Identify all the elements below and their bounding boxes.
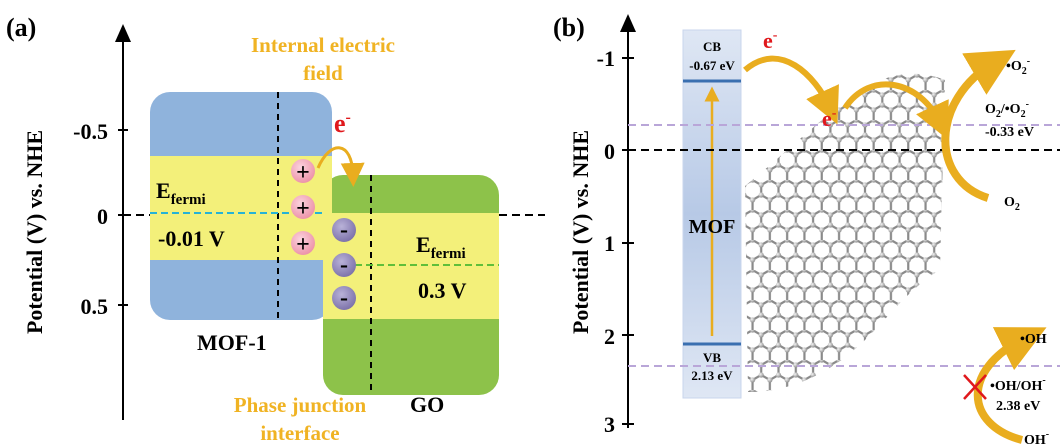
- junction-label-line1: Phase junction: [234, 393, 367, 417]
- electron-label-sheet: e-: [822, 106, 837, 131]
- tick-label: 2: [604, 324, 615, 349]
- graphene-sheet: [745, 73, 945, 392]
- tick-label: -0.5: [73, 119, 108, 144]
- o2-reactant-label: O2: [1004, 195, 1020, 213]
- panel-b-y-axis-label: Potential (V) vs. NHE: [568, 130, 593, 334]
- negative-charge: [332, 218, 356, 242]
- tick-label: 0: [97, 204, 108, 229]
- mof-fermi-label: Efermi: [156, 178, 206, 208]
- tick-label: 1: [604, 231, 615, 256]
- cb-label: CB: [703, 39, 721, 54]
- tick-label: 3: [604, 412, 615, 437]
- vb-value: 2.13 eV: [691, 368, 733, 383]
- tick-label: 0.5: [81, 294, 109, 319]
- oh-reactant-label: OH-: [1024, 429, 1049, 448]
- oh-oxidation-arrow: [973, 327, 1047, 444]
- minus-sign: -: [340, 217, 348, 243]
- panel-a-y-axis-label: Potential (V) vs. NHE: [22, 130, 47, 334]
- go-name: GO: [410, 392, 444, 417]
- electron-transfer-arrow-1: [743, 55, 839, 125]
- go-fermi-value: 0.3 V: [418, 278, 467, 303]
- panel-b-label: (b): [553, 13, 585, 42]
- field-label-line2: field: [303, 61, 343, 85]
- o2-radical-label: •O2-: [1006, 56, 1030, 77]
- oh-couple-label: •OH/OH-: [990, 375, 1046, 394]
- cb-value: -0.67 eV: [689, 58, 735, 73]
- panel-a-label: (a): [6, 13, 36, 42]
- plus-sign: +: [296, 160, 310, 186]
- electron-label-cb: e-: [763, 28, 778, 53]
- mof-label: MOF: [689, 216, 736, 238]
- tick-label: 0: [604, 139, 615, 164]
- o2-reduction-arrow: [941, 49, 1016, 202]
- junction-label-line2: interface: [260, 421, 339, 445]
- positive-charge: [291, 159, 315, 183]
- negative-charges: - - -: [332, 217, 356, 311]
- o2-potential-label: -0.33 eV: [985, 125, 1034, 140]
- oh-potential-label: 2.38 eV: [996, 399, 1040, 414]
- electron-transfer-arrow: [316, 146, 365, 187]
- negative-charge: [332, 286, 356, 310]
- minus-sign: -: [340, 252, 348, 278]
- tick-label: -1: [597, 46, 615, 71]
- electron-label: e-: [334, 109, 351, 138]
- blocked-mark-stroke: [963, 374, 987, 400]
- vb-label: VB: [703, 350, 721, 365]
- graphene-lattice: [745, 73, 945, 392]
- field-label-line1: Internal electric: [251, 33, 395, 57]
- panel-a-ticks: -0.5 0 0.5: [73, 119, 128, 319]
- oh-radical-label: •OH: [1020, 332, 1047, 347]
- panel-a: (a) -0.5 0 0.5 Potential (V) vs. NHE Efe…: [6, 13, 545, 445]
- electron-transfer-arrow-2: [842, 81, 949, 140]
- mof-name: MOF-1: [197, 330, 267, 355]
- go-fermi-label: Efermi: [416, 232, 466, 262]
- positive-charge: [291, 231, 315, 255]
- minus-sign: -: [340, 285, 348, 311]
- panel-b: (b) -1 0 1 2 3 Potential (V) vs. NHE CB …: [553, 13, 1060, 448]
- positive-charge: [291, 195, 315, 219]
- mof-fermi-value: -0.01 V: [158, 226, 225, 251]
- plus-sign: +: [296, 232, 310, 258]
- plus-sign: +: [296, 196, 310, 222]
- positive-charges: + + +: [291, 159, 315, 258]
- o2-couple-label: O2/•O2-: [985, 99, 1029, 120]
- negative-charge: [332, 253, 356, 277]
